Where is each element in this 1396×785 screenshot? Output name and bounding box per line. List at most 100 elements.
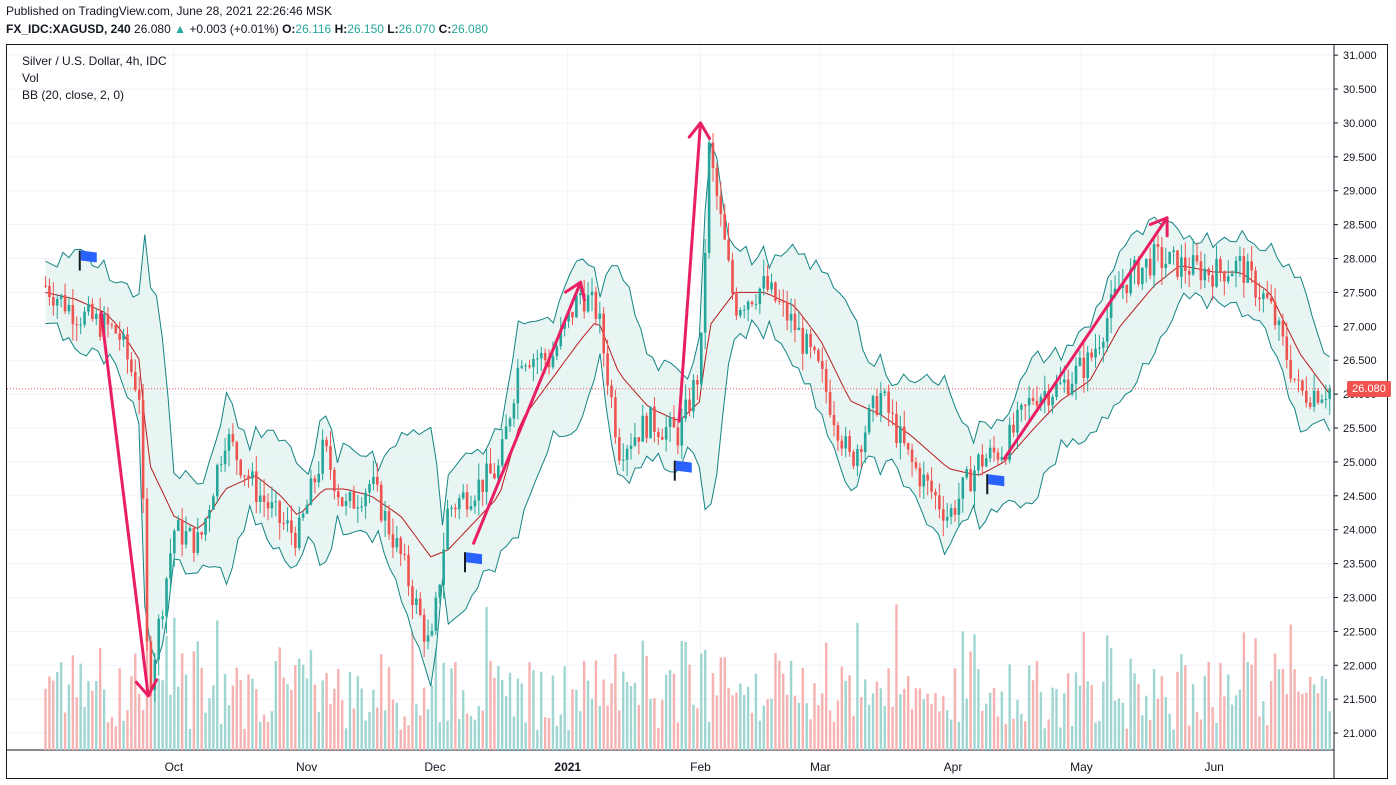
- price-chart[interactable]: 31.000 30.500 30.000 29.500 29.000 28.500 28.0…: [7, 45, 1387, 778]
- candle-body: [871, 396, 875, 408]
- candle-body: [567, 311, 570, 322]
- candle-body: [223, 450, 227, 465]
- candle-body: [145, 498, 149, 642]
- flag-icon: [675, 460, 692, 473]
- volume-bar: [71, 655, 75, 750]
- volume-bar: [1293, 669, 1296, 750]
- chart-pane[interactable]: 31.000 30.500 30.000 29.500 29.000 28.500 28.0…: [6, 44, 1391, 779]
- candle-body: [239, 459, 242, 476]
- volume-bar: [333, 688, 336, 750]
- volume-bar: [821, 693, 824, 750]
- volume-bar: [216, 620, 219, 750]
- y-tick-label: 23.500: [1343, 559, 1377, 571]
- candle-body: [977, 454, 980, 471]
- candle-body: [1164, 263, 1168, 269]
- candle-body: [918, 467, 922, 487]
- candle-body: [914, 462, 918, 468]
- candle-body: [1187, 270, 1191, 275]
- volume-bar: [434, 647, 438, 750]
- volume-bar: [364, 720, 367, 750]
- volume-bar: [134, 653, 137, 750]
- symbol-info-bar: FX_IDC:XAGUSD, 240 26.080 ▲ +0.003 (+0.0…: [6, 22, 488, 36]
- volume-bar: [1082, 631, 1086, 750]
- candle-body: [543, 352, 547, 361]
- volume-bar: [1230, 704, 1234, 750]
- volume-bar: [329, 704, 332, 750]
- legend-volume[interactable]: Vol: [22, 71, 39, 85]
- volume-bar: [1246, 661, 1249, 750]
- candle-body: [1043, 390, 1047, 397]
- volume-bar: [1180, 654, 1183, 750]
- y-tick-label: 29.000: [1343, 186, 1377, 198]
- candle-body: [840, 440, 844, 449]
- candle-body: [348, 492, 352, 502]
- volume-bar: [243, 728, 246, 750]
- candle-body: [699, 332, 703, 385]
- volume-bar: [1316, 693, 1320, 750]
- volume-bar: [727, 687, 730, 750]
- candle-body: [383, 510, 387, 521]
- x-tick-label: Jun: [1204, 760, 1223, 774]
- volume-bar: [1203, 675, 1207, 750]
- volume-bar: [723, 657, 726, 750]
- volume-bar: [1004, 723, 1007, 750]
- volume-bar: [1109, 648, 1113, 750]
- volume-bar: [895, 604, 898, 750]
- volume-bar: [957, 721, 961, 750]
- trend-arrow-line: [677, 121, 702, 423]
- symbol-label[interactable]: FX_IDC:XAGUSD, 240: [6, 22, 131, 36]
- volume-bar: [356, 676, 359, 750]
- close-value: 26.080: [451, 22, 489, 36]
- volume-bar: [700, 653, 703, 750]
- trend-arrow-head: [698, 121, 712, 141]
- legend-title[interactable]: Silver / U.S. Dollar, 4h, IDC: [22, 54, 167, 68]
- volume-bar: [340, 700, 344, 750]
- candle-body: [469, 506, 473, 510]
- volume-bar: [774, 652, 777, 750]
- volume-bar: [497, 665, 500, 750]
- volume-bar: [79, 663, 82, 750]
- volume-bar: [1125, 728, 1128, 750]
- candle-body: [719, 195, 723, 214]
- low-label: L:: [387, 22, 399, 36]
- candle-body: [863, 432, 867, 453]
- volume-bar: [1070, 725, 1074, 750]
- volume-bar: [922, 699, 925, 750]
- volume-bar: [426, 709, 430, 750]
- legend-bb[interactable]: BB (20, close, 2, 0): [22, 88, 125, 102]
- candle-body: [180, 519, 184, 545]
- volume-bar: [173, 617, 176, 750]
- y-tick-label: 31.000: [1343, 50, 1377, 62]
- volume-bar: [407, 725, 410, 750]
- volume-bar: [672, 673, 676, 750]
- volume-bar: [1031, 680, 1035, 750]
- volume-bar: [883, 705, 886, 750]
- volume-bar: [1074, 672, 1078, 750]
- volume-bar: [622, 671, 625, 750]
- volume-bar: [793, 695, 797, 750]
- candle-body: [984, 458, 988, 467]
- candle-body: [1195, 255, 1199, 262]
- candle-body: [196, 532, 200, 553]
- volume-bar: [403, 716, 406, 750]
- volume-bar: [754, 673, 758, 750]
- candle-body: [500, 439, 504, 466]
- candle-body: [173, 530, 176, 554]
- candle-body: [372, 476, 375, 484]
- volume-bar: [1063, 693, 1066, 750]
- volume-bar: [680, 641, 683, 750]
- volume-bar: [809, 719, 812, 750]
- volume-bar: [1129, 658, 1132, 750]
- candle-body: [949, 508, 953, 517]
- volume-bar: [813, 683, 816, 750]
- volume-bar: [610, 683, 613, 750]
- candle-body: [1324, 398, 1328, 400]
- volume-bar: [739, 683, 742, 750]
- candle-body: [973, 470, 976, 492]
- volume-bar: [707, 721, 711, 750]
- volume-bar: [1012, 718, 1015, 750]
- candle-body: [1148, 258, 1152, 276]
- volume-bar: [1000, 691, 1004, 750]
- candle-body: [247, 475, 250, 479]
- candle-body: [1269, 297, 1273, 302]
